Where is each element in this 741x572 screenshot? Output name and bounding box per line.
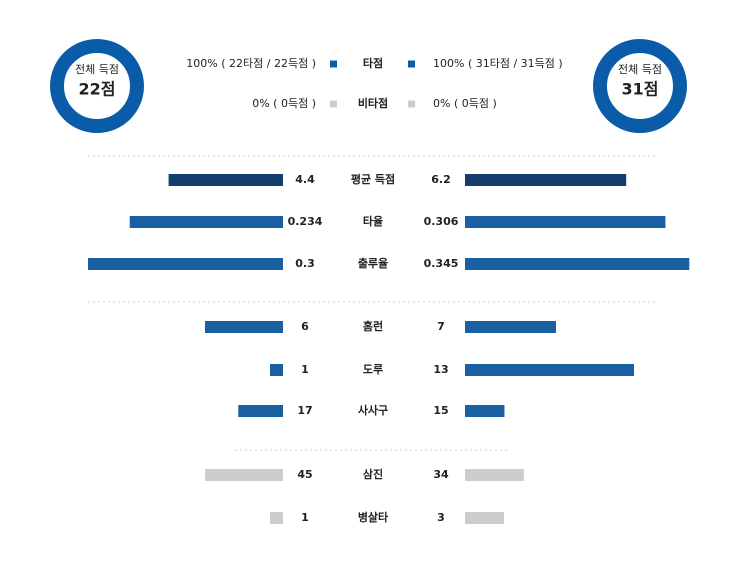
legend-swatch	[330, 60, 337, 68]
bar-right	[465, 405, 505, 417]
stat-label: 삼진	[363, 467, 383, 481]
bar-left	[205, 469, 283, 481]
legend-label: 비타점	[358, 96, 388, 110]
value-right: 15	[433, 404, 448, 417]
legend-swatch	[408, 100, 415, 108]
value-right: 3	[437, 511, 445, 524]
legend-swatch	[408, 60, 415, 68]
summary-value: 31점	[622, 80, 659, 99]
legend-right: 0% ( 0득점 )	[433, 97, 497, 110]
bar-right	[465, 321, 556, 333]
value-right: 13	[433, 363, 448, 376]
stat-label: 출루율	[358, 256, 388, 270]
bar-right	[465, 469, 524, 481]
stat-label: 타율	[363, 214, 383, 228]
stat-label: 홈런	[363, 319, 383, 333]
donut	[593, 39, 687, 133]
bar-right	[465, 512, 504, 524]
bar-left	[270, 364, 283, 376]
summary-value: 22점	[79, 80, 116, 99]
value-left: 0.3	[295, 257, 315, 270]
value-right: 6.2	[431, 173, 451, 186]
value-left: 45	[297, 468, 312, 481]
value-left: 6	[301, 320, 309, 333]
value-right: 0.306	[424, 215, 459, 228]
value-left: 4.4	[295, 173, 315, 186]
stat-label: 평균 득점	[351, 172, 395, 186]
bar-right	[465, 174, 627, 186]
summary-label: 전체 득점	[75, 63, 119, 76]
value-right: 0.345	[424, 257, 459, 270]
value-right: 34	[433, 468, 449, 481]
bar-right	[465, 258, 690, 270]
summary-label: 전체 득점	[618, 63, 662, 76]
value-left: 1	[301, 511, 309, 524]
bar-left	[88, 258, 283, 270]
legend-left: 100% ( 22타점 / 22득점 )	[186, 57, 316, 70]
donut	[50, 39, 144, 133]
value-left: 0.234	[288, 215, 323, 228]
bar-right	[465, 364, 634, 376]
legend-right: 100% ( 31타점 / 31득점 )	[433, 57, 563, 70]
stat-label: 도루	[363, 363, 383, 376]
bar-left	[205, 321, 283, 333]
legend-left: 0% ( 0득점 )	[252, 97, 316, 110]
bar-left	[129, 216, 283, 228]
stat-label: 사사구	[358, 403, 388, 417]
value-left: 1	[301, 363, 309, 376]
bar-left	[168, 174, 283, 186]
bar-left	[270, 512, 283, 524]
legend-label: 타점	[363, 56, 383, 70]
bar-left	[238, 405, 283, 417]
value-left: 17	[297, 404, 312, 417]
legend-swatch	[330, 100, 337, 108]
value-right: 7	[437, 320, 445, 333]
bar-right	[465, 216, 666, 228]
stat-label: 병살타	[358, 510, 389, 524]
